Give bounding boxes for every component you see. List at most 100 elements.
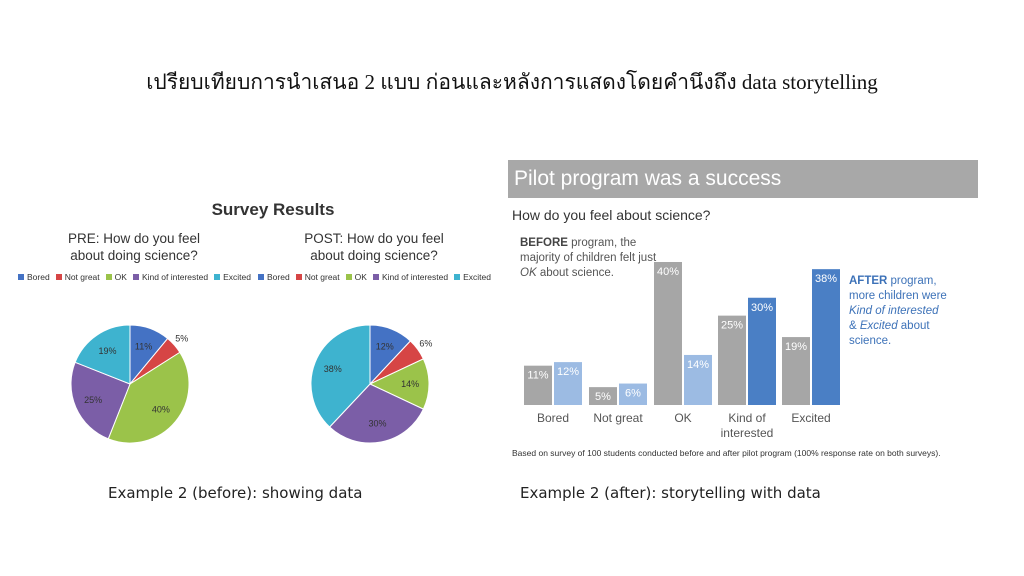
bar-chart: 11% 12% Bored 5% 6% Not great 40% 14% OK 25% 30% Ki… (524, 262, 840, 440)
legend-item: Not great (295, 272, 340, 282)
bar-data-label: 38% (815, 273, 837, 285)
category-label: Bored (537, 411, 569, 425)
survey-title: Survey Results (211, 200, 335, 219)
pre-pie-chart: 11% 5% 40% 25% 19% (70, 324, 190, 444)
pie-slice (328, 383, 425, 444)
pre-legend: Bored Not great OK Kind of interested Ex… (18, 272, 251, 282)
before-note-end: about science. (536, 267, 614, 279)
before-note-italic: OK (520, 267, 537, 279)
footnote: Based on survey of 100 students conducte… (512, 448, 941, 458)
after-note-text: program, more children were (849, 275, 947, 302)
post-pie-block: POST: How do you feel about doing scienc… (258, 230, 491, 444)
bar (654, 262, 682, 405)
legend-item: Kind of interested (132, 272, 209, 282)
after-note-italic-2: Excited (859, 320, 898, 332)
pie-data-label: 11% (135, 341, 152, 351)
post-legend: Bored Not great OK Kind of interested Ex… (258, 272, 491, 282)
after-panel: Pilot program was a success How do you f… (508, 160, 980, 458)
legend-swatch (105, 274, 112, 280)
bar (524, 365, 552, 405)
pie-slice (74, 324, 131, 385)
pie-data-label: 5% (175, 333, 188, 343)
banner-title: Pilot program was a success (514, 167, 782, 190)
pie-data-label: 19% (98, 346, 116, 356)
chart-question: How do you feel about science? (512, 207, 711, 223)
legend-label: OK (354, 272, 367, 282)
bar-data-label: 5% (595, 391, 611, 403)
category-label: interested (721, 426, 774, 440)
caption-after: Example 2 (after): storytelling with dat… (520, 484, 821, 502)
category-label: Excited (791, 411, 830, 425)
post-pie-title: POST: How do you feel about doing scienc… (304, 231, 444, 263)
bar-data-label: 40% (657, 266, 679, 278)
pie-data-label: 25% (84, 395, 102, 405)
bar (748, 297, 776, 405)
legend-swatch (372, 274, 379, 280)
after-note-bold: AFTER (849, 275, 888, 287)
legend-label: Excited (223, 272, 251, 282)
bar-data-label: 19% (785, 341, 807, 353)
bar (812, 269, 840, 405)
pre-pie-title: PRE: How do you feel about doing science… (67, 231, 201, 263)
pie-data-label: 6% (419, 338, 432, 348)
pie-slice (310, 324, 371, 428)
before-panel: Survey Results PRE: How do you feel abou… (18, 192, 491, 444)
pie-data-label: 14% (401, 379, 419, 389)
legend-label: Bored (27, 272, 50, 282)
caption-before: Example 2 (before): showing data (108, 484, 363, 502)
legend-label: Not great (304, 272, 340, 282)
legend-item: Excited (454, 272, 491, 282)
legend-label: Kind of interested (381, 272, 449, 282)
after-annotation: AFTER program, more children were Kind o… (849, 274, 949, 349)
bar-data-label: 25% (721, 320, 743, 332)
legend-label: Kind of interested (141, 272, 209, 282)
pie-slice (70, 361, 131, 440)
legend-label: Bored (267, 272, 290, 282)
bar (619, 383, 647, 405)
bar-data-label: 6% (625, 388, 641, 400)
pie-data-label: 38% (324, 364, 342, 374)
category-label: OK (674, 411, 691, 425)
legend-swatch (132, 274, 139, 280)
legend-swatch (295, 274, 302, 280)
legend-label: Excited (463, 272, 491, 282)
after-note-italic-1: Kind of interested (849, 305, 939, 317)
slide-title: เปรียบเทียบการนำเสนอ 2 แบบ ก่อนและหลังกา… (146, 70, 878, 94)
legend-item: OK (105, 272, 127, 282)
bar-data-label: 11% (527, 370, 548, 382)
pie-slice (107, 351, 190, 444)
legend-item: Bored (258, 272, 290, 282)
before-note-bold: BEFORE (520, 237, 568, 249)
bar-data-label: 12% (557, 366, 579, 378)
legend-swatch (454, 274, 461, 280)
legend-item: OK (345, 272, 367, 282)
bar (718, 315, 746, 405)
legend-swatch (345, 274, 352, 280)
legend-swatch (55, 274, 62, 280)
legend-item: Excited (214, 272, 251, 282)
pie-data-label: 12% (376, 342, 394, 352)
bar-data-label: 30% (751, 302, 773, 314)
pie-slice (368, 358, 430, 410)
after-note-end: about science. (849, 320, 930, 347)
legend-label: Not great (64, 272, 100, 282)
category-label: Kind of (728, 411, 766, 425)
bar (684, 354, 712, 405)
banner: Pilot program was a success (508, 160, 978, 198)
before-note-text: program, the majority of children felt j… (520, 237, 657, 264)
legend-swatch (214, 274, 221, 280)
category-label: Not great (593, 411, 643, 425)
bar-data-label: 14% (687, 359, 709, 371)
bar (554, 362, 582, 405)
post-pie-chart: 12% 6% 14% 30% 38% (310, 324, 432, 444)
pie-data-label: 30% (369, 418, 387, 428)
bar (782, 337, 810, 405)
legend-swatch (18, 274, 24, 280)
pre-pie-block: PRE: How do you feel about doing science… (18, 230, 251, 444)
pie-data-label: 40% (152, 405, 170, 415)
legend-item: Bored (18, 272, 50, 282)
legend-item: Kind of interested (372, 272, 449, 282)
legend-label: OK (114, 272, 127, 282)
legend-swatch (258, 274, 264, 280)
before-annotation: BEFORE program, the majority of children… (520, 236, 660, 281)
